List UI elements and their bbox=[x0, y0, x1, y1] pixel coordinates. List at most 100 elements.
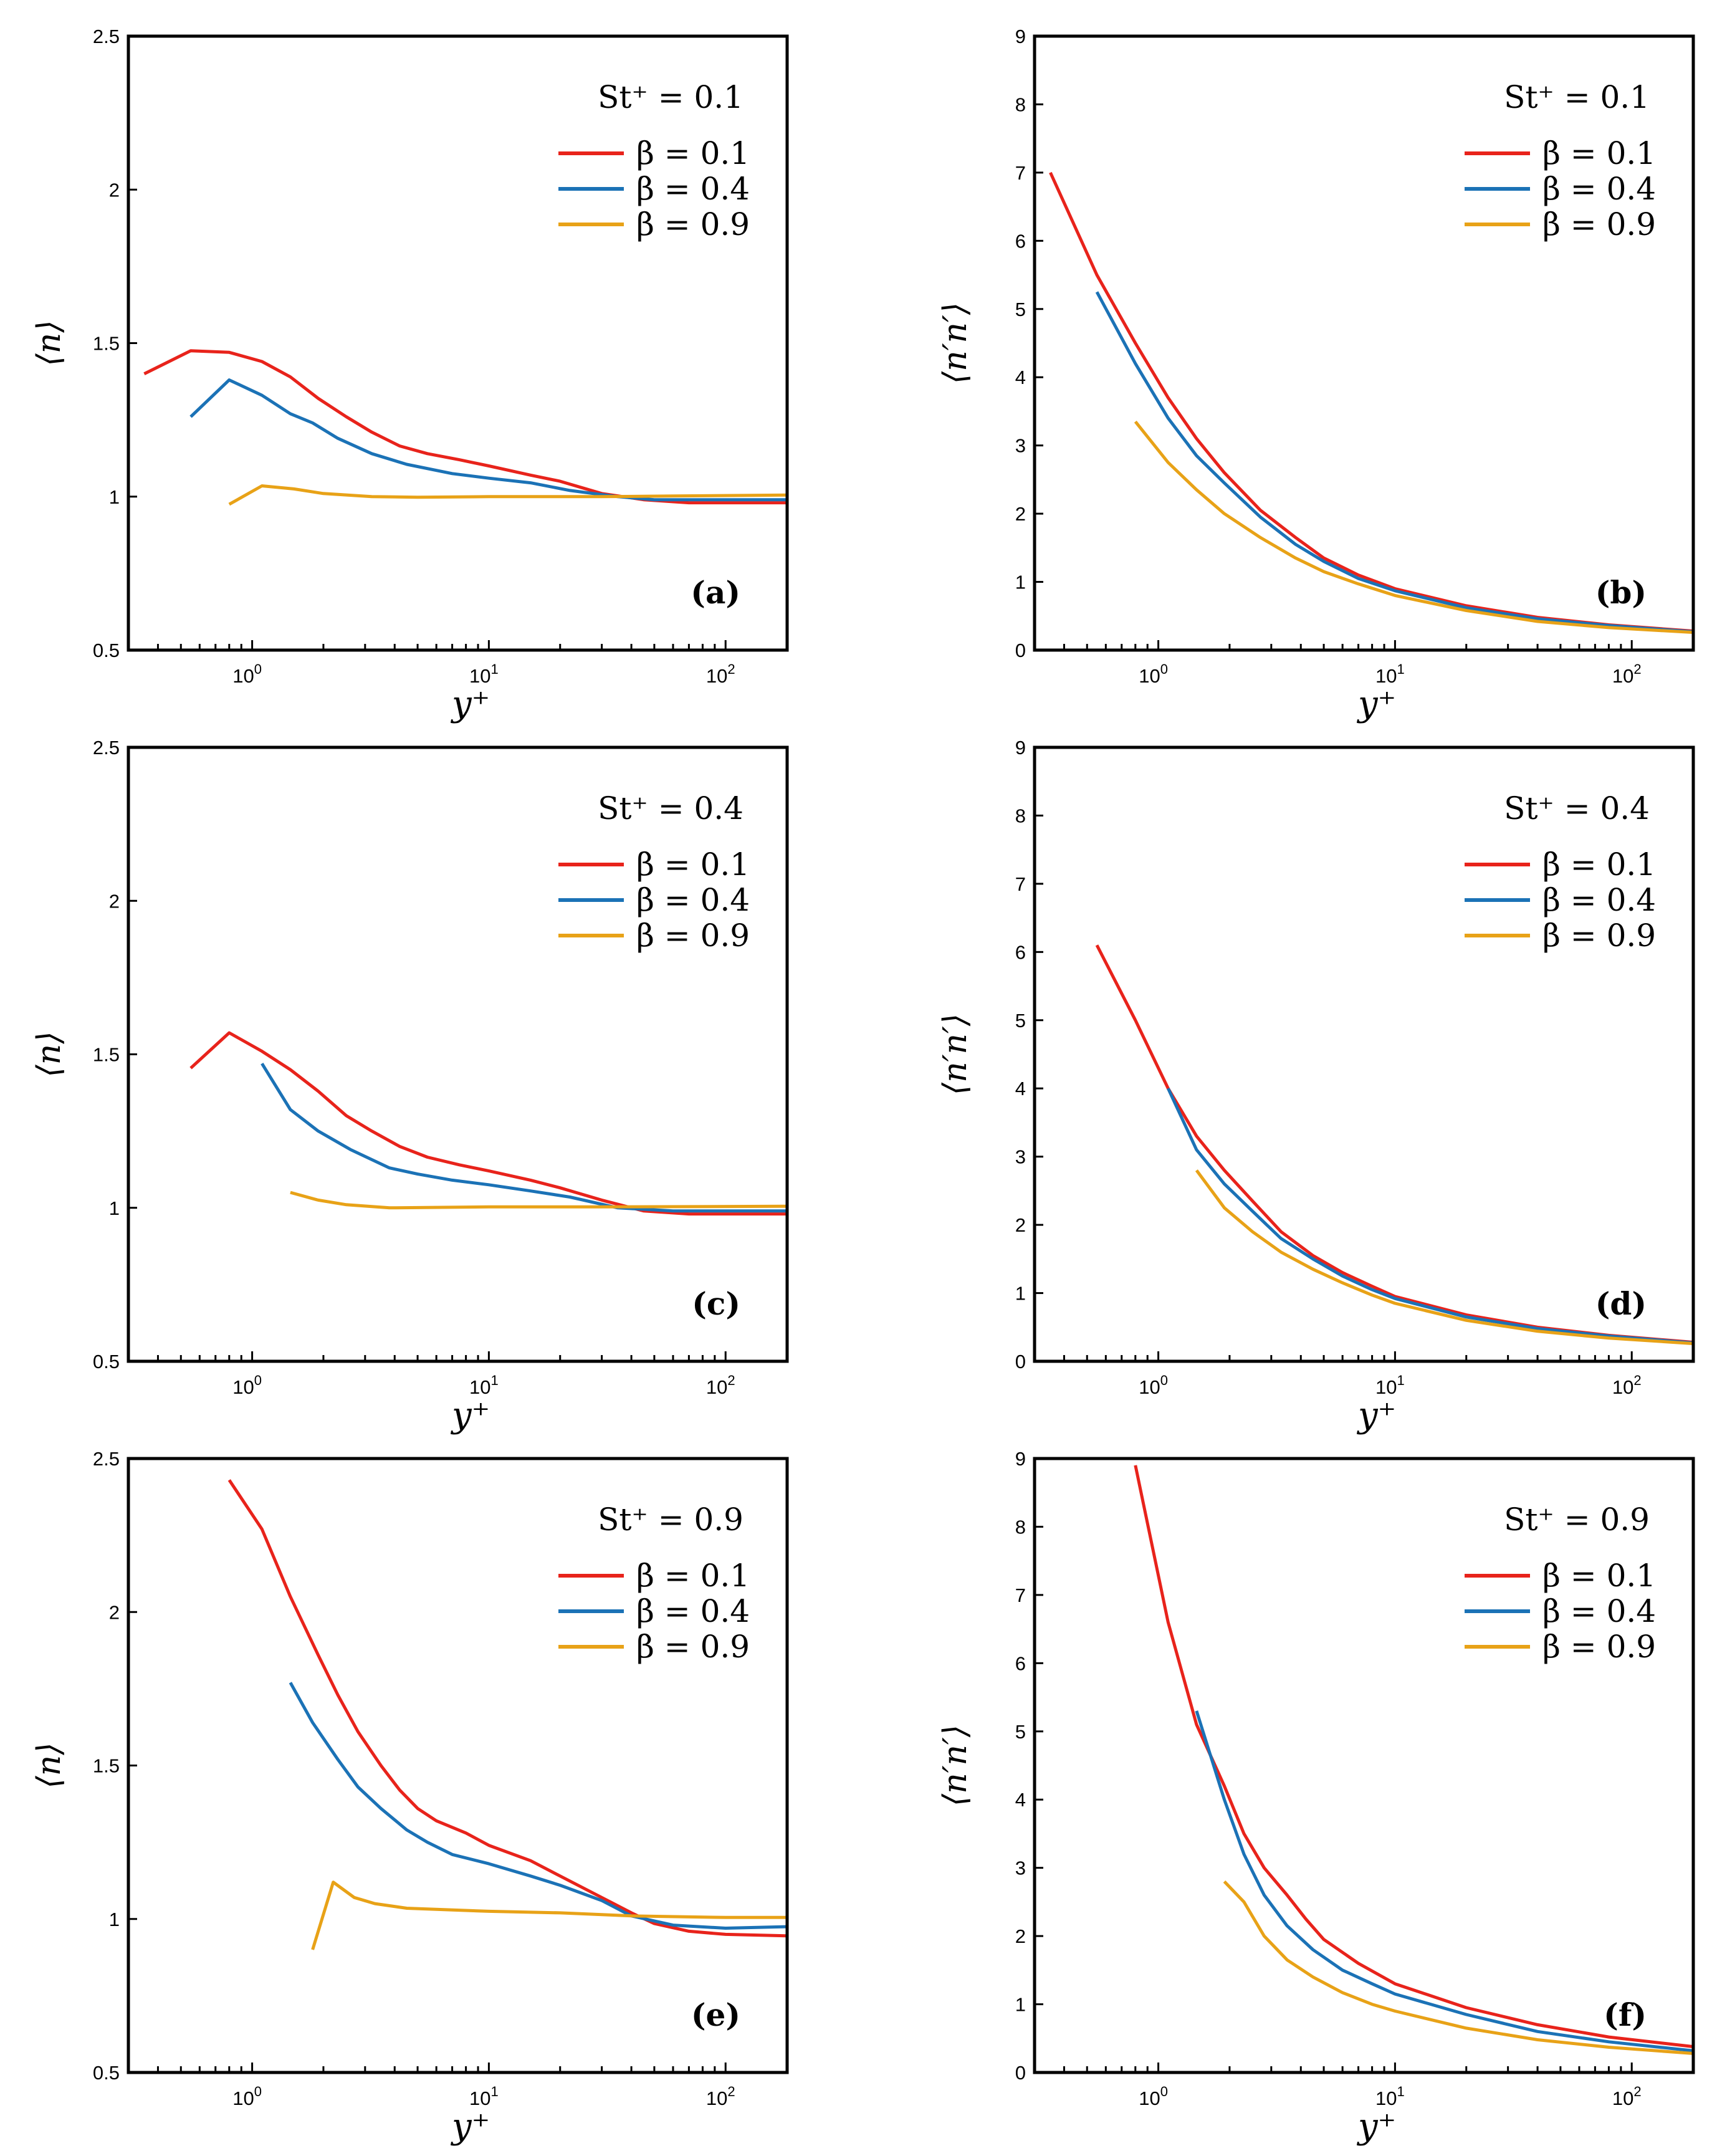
x-tick-exponent: 0 bbox=[1160, 661, 1168, 677]
y-tick-label: 7 bbox=[1015, 162, 1026, 184]
y-axis-label: ⟨n⟩ bbox=[31, 1742, 68, 1788]
x-axis-label: y⁺ bbox=[450, 1395, 490, 1435]
series-line-beta-0.9 bbox=[228, 484, 787, 506]
panel-label: (b) bbox=[1595, 574, 1647, 611]
y-tick-label: 2 bbox=[109, 1601, 120, 1623]
x-tick-base: 10 bbox=[706, 2087, 727, 2109]
legend-label: β = 0.1 bbox=[636, 1558, 750, 1594]
panel-label: (d) bbox=[1595, 1285, 1647, 1322]
y-axis-label: ⟨n⟩ bbox=[31, 1031, 68, 1077]
legend-label: β = 0.9 bbox=[636, 1629, 750, 1665]
x-tick-label: 102 bbox=[706, 661, 735, 687]
plot-frame bbox=[1033, 34, 1695, 652]
x-tick-exponent: 0 bbox=[254, 2084, 262, 2099]
y-tick-label: 3 bbox=[1015, 435, 1026, 457]
legend-label: β = 0.9 bbox=[1542, 1629, 1656, 1665]
y-tick-label: 2.5 bbox=[93, 26, 120, 47]
x-tick-exponent: 2 bbox=[727, 661, 735, 677]
legend-label: β = 0.9 bbox=[1542, 206, 1656, 242]
x-tick-exponent: 0 bbox=[254, 1373, 262, 1388]
stokes-annotation: St⁺ = 0.9 bbox=[598, 1502, 744, 1538]
x-tick-label: 100 bbox=[232, 661, 262, 687]
legend-label: β = 0.1 bbox=[636, 135, 750, 171]
y-axis-label: ⟨n′n′⟩ bbox=[937, 1725, 974, 1806]
legend-label: β = 0.4 bbox=[636, 171, 750, 207]
x-tick-exponent: 1 bbox=[491, 661, 499, 677]
x-tick-exponent: 1 bbox=[1397, 661, 1405, 677]
panel-label: (c) bbox=[692, 1285, 740, 1322]
y-tick-label: 1.5 bbox=[93, 1755, 120, 1777]
x-tick-base: 10 bbox=[1139, 1376, 1160, 1398]
y-tick-label: 2.5 bbox=[93, 737, 120, 759]
x-tick-exponent: 0 bbox=[1160, 2084, 1168, 2099]
y-tick-label: 7 bbox=[1015, 873, 1026, 895]
y-tick-label: 1 bbox=[109, 1909, 120, 1930]
x-tick-exponent: 1 bbox=[1397, 2084, 1405, 2099]
stokes-annotation: St⁺ = 0.4 bbox=[1504, 790, 1650, 826]
y-axis-label: ⟨n′n′⟩ bbox=[937, 302, 974, 384]
x-axis-label: y⁺ bbox=[1356, 2106, 1396, 2147]
y-tick-label: 1 bbox=[109, 1197, 120, 1219]
series-line-beta-0.1 bbox=[189, 1031, 787, 1216]
legend-label: β = 0.4 bbox=[1542, 171, 1656, 207]
y-tick-label: 1 bbox=[1015, 1283, 1026, 1305]
legend-label: β = 0.4 bbox=[636, 1593, 750, 1629]
series-line-beta-0.1 bbox=[143, 349, 787, 505]
x-tick-base: 10 bbox=[469, 2087, 490, 2109]
y-axis-label: ⟨n⟩ bbox=[31, 320, 68, 366]
x-tick-base: 10 bbox=[1375, 665, 1397, 687]
x-tick-label: 102 bbox=[1612, 2084, 1642, 2109]
x-tick-exponent: 1 bbox=[491, 2084, 499, 2099]
x-tick-label: 100 bbox=[1139, 1373, 1168, 1398]
y-tick-label: 4 bbox=[1015, 1078, 1026, 1100]
series-line-beta-0.9 bbox=[290, 1191, 787, 1210]
x-tick-base: 10 bbox=[706, 1376, 727, 1398]
y-tick-label: 9 bbox=[1015, 1448, 1026, 1470]
legend-label: β = 0.9 bbox=[1542, 917, 1656, 954]
x-tick-base: 10 bbox=[1612, 665, 1633, 687]
x-tick-exponent: 2 bbox=[1633, 661, 1641, 677]
x-tick-label: 100 bbox=[1139, 2084, 1168, 2109]
series-line-beta-0.1 bbox=[1134, 1465, 1693, 2048]
y-tick-label: 4 bbox=[1015, 367, 1026, 388]
y-tick-label: 3 bbox=[1015, 1146, 1026, 1168]
y-tick-label: 0.5 bbox=[93, 2062, 120, 2084]
y-tick-label: 6 bbox=[1015, 941, 1026, 963]
panel-label: (a) bbox=[691, 574, 740, 611]
series-line-beta-0.1 bbox=[227, 1479, 787, 1938]
x-tick-label: 102 bbox=[1612, 661, 1642, 687]
y-tick-label: 5 bbox=[1015, 299, 1026, 320]
x-tick-base: 10 bbox=[469, 1376, 490, 1398]
x-tick-exponent: 0 bbox=[254, 661, 262, 677]
x-tick-label: 100 bbox=[232, 2084, 262, 2109]
y-axis-label: ⟨n′n′⟩ bbox=[937, 1013, 974, 1095]
series-line-beta-0.4 bbox=[189, 378, 787, 502]
plot-frame bbox=[127, 34, 789, 652]
panel-label: (e) bbox=[691, 1996, 740, 2033]
x-tick-base: 10 bbox=[1139, 2087, 1160, 2109]
y-tick-label: 6 bbox=[1015, 1652, 1026, 1674]
legend-label: β = 0.4 bbox=[636, 882, 750, 918]
x-tick-label: 100 bbox=[232, 1373, 262, 1398]
y-tick-label: 8 bbox=[1015, 805, 1026, 826]
series-line-beta-0.9 bbox=[1134, 420, 1693, 634]
x-tick-label: 102 bbox=[706, 1373, 735, 1398]
series-line-beta-0.9 bbox=[1195, 1169, 1693, 1345]
x-tick-base: 10 bbox=[1612, 1376, 1633, 1398]
x-tick-exponent: 1 bbox=[491, 1373, 499, 1388]
y-tick-label: 4 bbox=[1015, 1789, 1026, 1811]
y-tick-label: 5 bbox=[1015, 1010, 1026, 1032]
panel-label: (f) bbox=[1604, 1996, 1647, 2033]
plot-frame bbox=[127, 1457, 789, 2074]
y-tick-label: 0.5 bbox=[93, 1351, 120, 1373]
x-tick-label: 101 bbox=[469, 1373, 499, 1398]
y-tick-label: 0 bbox=[1015, 640, 1026, 661]
legend-label: β = 0.4 bbox=[1542, 1593, 1656, 1629]
y-tick-label: 1 bbox=[109, 486, 120, 508]
y-tick-label: 9 bbox=[1015, 737, 1026, 759]
